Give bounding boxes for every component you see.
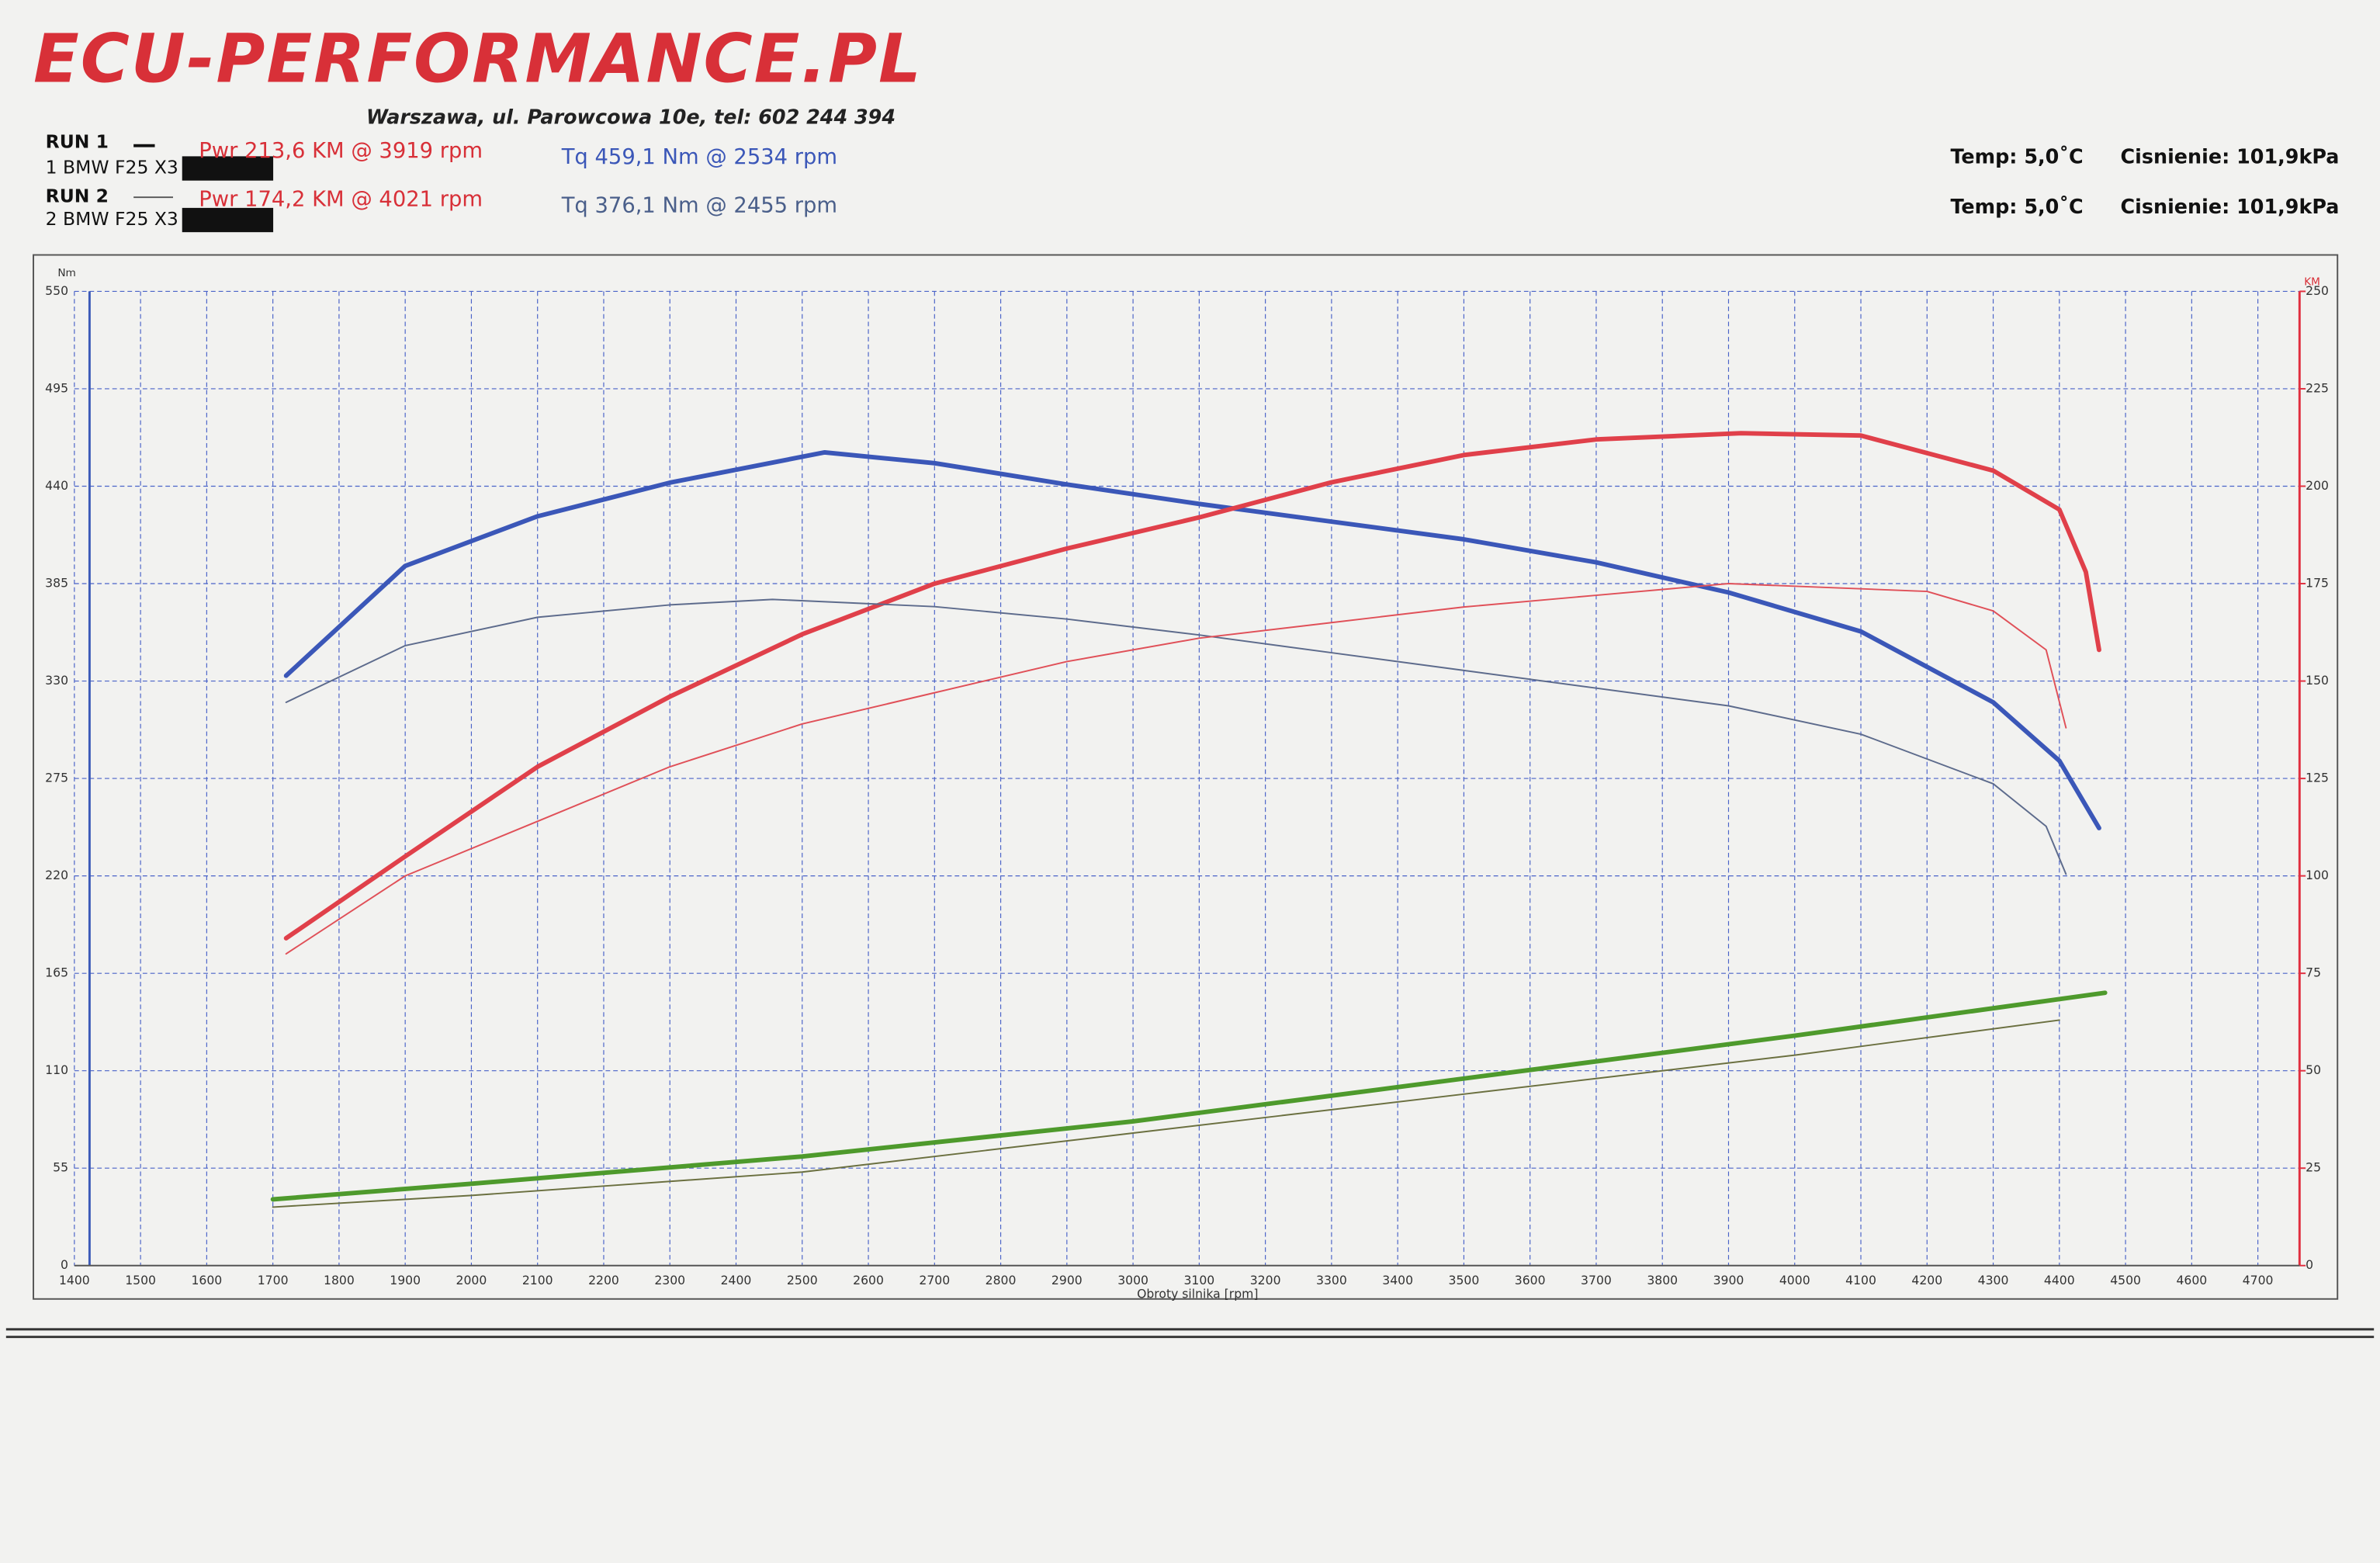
pressure: Cisnienie: 101,9kPa — [2121, 144, 2340, 168]
y-tick-label: 275 — [45, 771, 68, 785]
y-tick-label: 220 — [45, 868, 68, 882]
x-tick-label: 4400 — [2044, 1273, 2075, 1287]
x-tick-label: 4700 — [2243, 1273, 2274, 1287]
y-tick-label: 440 — [45, 478, 68, 493]
y-tick-label: 110 — [45, 1062, 68, 1077]
x-tick-label: 3800 — [1647, 1273, 1678, 1287]
x-tick-label: 4200 — [1911, 1273, 1942, 1287]
x-tick-label: 4100 — [1845, 1273, 1876, 1287]
x-tick-label: 1900 — [390, 1273, 421, 1287]
y2-axis-label: KM — [2304, 276, 2320, 289]
x-tick-label: 2100 — [522, 1273, 553, 1287]
series-line — [272, 1019, 2060, 1208]
y-tick-label: 55 — [53, 1160, 68, 1175]
x-tick-label: 1800 — [324, 1273, 355, 1287]
address: Warszawa, ul. Parowcowa 10e, tel: 602 24… — [366, 106, 896, 129]
x-tick-label: 1700 — [258, 1273, 289, 1287]
x-tick-label: 2600 — [853, 1273, 884, 1287]
y2-tick-label: 250 — [2306, 283, 2329, 298]
x-tick-label: 3100 — [1183, 1273, 1214, 1287]
series-line — [285, 583, 2067, 955]
frame — [33, 254, 2339, 1300]
series-line — [283, 431, 2101, 941]
x-tick-label: 1500 — [125, 1273, 156, 1287]
x-tick-label: 1400 — [59, 1273, 90, 1287]
x-tick-label: 2000 — [456, 1273, 487, 1287]
y-tick-label: 165 — [45, 965, 68, 980]
run-label: RUN 1 — [46, 130, 109, 152]
x-tick-label: 4300 — [1978, 1273, 2009, 1287]
series-line — [270, 990, 2108, 1202]
x-tick-label: 3300 — [1316, 1273, 1347, 1287]
y-tick-label: 330 — [45, 673, 68, 688]
car-label: 2 BMW F25 X3 — [46, 208, 178, 230]
temperature: Temp: 5,0˚C — [1950, 195, 2083, 218]
y2-tick-label: 200 — [2306, 478, 2329, 493]
logo: ECU-PERFORMANCE.PL — [33, 21, 923, 99]
y2-tick-label: 100 — [2306, 868, 2329, 882]
y-tick-label: 550 — [45, 283, 68, 298]
x-tick-label: 3000 — [1117, 1273, 1148, 1287]
y2-tick-label: 150 — [2306, 673, 2329, 688]
x-tick-label: 2700 — [919, 1273, 950, 1287]
y2-tick-label: 50 — [2306, 1062, 2321, 1077]
x-tick-label: 3200 — [1250, 1273, 1281, 1287]
series-line — [283, 449, 2101, 830]
redaction — [182, 207, 274, 233]
y-tick-label: 385 — [45, 576, 68, 591]
x-tick-label: 2800 — [986, 1273, 1017, 1287]
x-tick-label: 3500 — [1449, 1273, 1480, 1287]
x-tick-label: 3700 — [1581, 1273, 1612, 1287]
torque-peak: Tq 376,1 Nm @ 2455 rpm — [561, 193, 837, 217]
redaction — [182, 156, 274, 181]
x-tick-label: 2200 — [588, 1273, 619, 1287]
y2-tick-label: 175 — [2306, 576, 2329, 591]
y2-tick-label: 0 — [2306, 1257, 2313, 1272]
x-axis-label: Obroty silnika [rpm] — [1137, 1286, 1258, 1301]
car-label: 1 BMW F25 X3 — [46, 157, 178, 178]
y-tick-label: 0 — [61, 1257, 68, 1272]
x-tick-label: 1600 — [191, 1273, 222, 1287]
power-peak: Pwr 213,6 KM @ 3919 rpm — [199, 139, 483, 163]
x-tick-label: 4000 — [1779, 1273, 1810, 1287]
y2-tick-label: 225 — [2306, 380, 2329, 395]
y-axis-label: Nm — [57, 267, 76, 279]
y-tick-label: 495 — [45, 380, 68, 395]
y2-tick-label: 25 — [2306, 1160, 2321, 1175]
y2-tick-label: 125 — [2306, 771, 2329, 785]
x-tick-label: 4600 — [2176, 1273, 2207, 1287]
y2-tick-label: 75 — [2306, 965, 2321, 980]
x-tick-label: 2400 — [721, 1273, 752, 1287]
x-tick-label: 3600 — [1515, 1273, 1546, 1287]
x-tick-label: 2300 — [654, 1273, 685, 1287]
x-tick-label: 3400 — [1382, 1273, 1413, 1287]
x-tick-label: 3900 — [1713, 1273, 1744, 1287]
x-tick-label: 2500 — [787, 1273, 818, 1287]
run-label: RUN 2 — [46, 185, 109, 207]
temperature: Temp: 5,0˚C — [1950, 144, 2083, 168]
power-peak: Pwr 174,2 KM @ 4021 rpm — [199, 188, 483, 212]
pressure: Cisnienie: 101,9kPa — [2121, 195, 2340, 218]
x-tick-label: 4500 — [2110, 1273, 2141, 1287]
x-tick-label: 2900 — [1051, 1273, 1083, 1287]
series-line — [285, 598, 2067, 875]
torque-peak: Tq 459,1 Nm @ 2534 rpm — [561, 145, 837, 169]
